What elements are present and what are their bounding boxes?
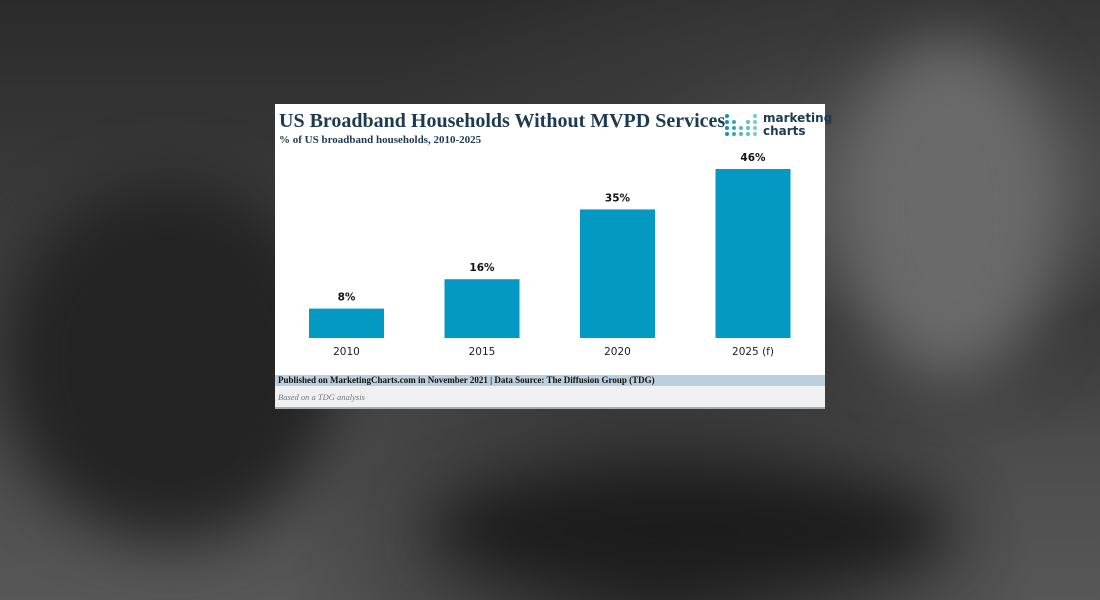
data-label: 46% <box>740 152 766 164</box>
chart-subtitle: % of US broadband households, 2010-2025 <box>279 134 482 146</box>
chart-title: US Broadband Households Without MVPD Ser… <box>279 110 726 132</box>
data-label: 35% <box>605 192 631 204</box>
x-tick-label: 2015 <box>469 346 496 358</box>
data-label: 8% <box>338 292 356 304</box>
bar-2010 <box>309 308 384 338</box>
source-footer: Published on MarketingCharts.com in Nove… <box>275 375 825 386</box>
bar-2015 <box>444 279 520 338</box>
note-footer: Based on a TDG analysis <box>275 386 825 409</box>
x-tick-label: 2025 (f) <box>732 346 774 358</box>
background-blur <box>430 470 950 590</box>
chart-card: US Broadband Households Without MVPD Ser… <box>275 104 832 409</box>
x-tick-label: 2010 <box>333 346 360 358</box>
logo-dots-icon <box>725 114 758 136</box>
marketingcharts-logo: marketing charts <box>725 112 832 138</box>
data-label: 16% <box>469 262 495 274</box>
background-blur <box>840 40 1060 380</box>
bar-2020 <box>580 209 655 338</box>
x-tick-label: 2020 <box>604 346 631 358</box>
logo-text-line1: marketing <box>763 111 833 125</box>
logo-text-line2: charts <box>763 124 806 138</box>
bar-2025 (f) <box>715 169 791 338</box>
bar-chart: 8% 2010 16% 2015 35% 2020 46% 2025 (f) <box>309 152 791 358</box>
